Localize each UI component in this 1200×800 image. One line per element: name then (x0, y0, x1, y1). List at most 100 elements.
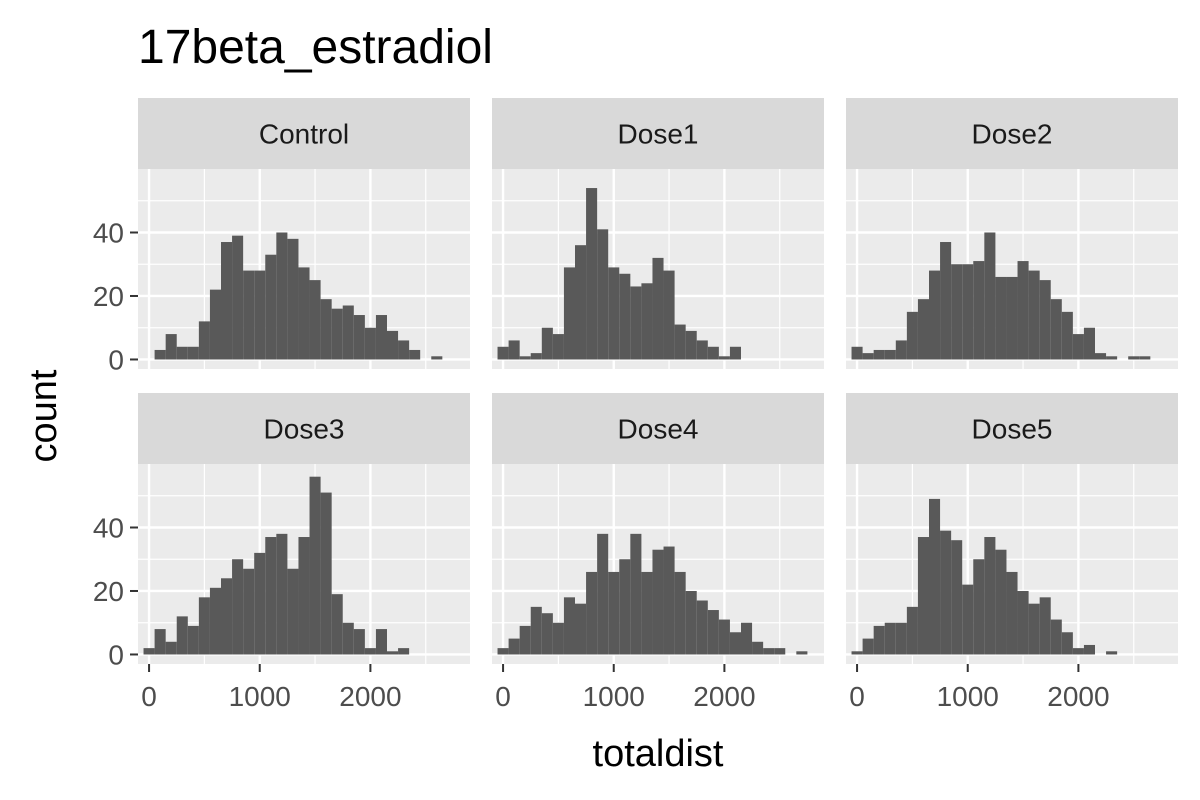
histogram-bar-dose4-1300 (641, 571, 653, 655)
histogram-bar-dose4-2500 (774, 648, 786, 655)
x-tick-label: 1000 (229, 681, 291, 712)
histogram-bar-dose2-2200 (1095, 353, 1107, 360)
histogram-bar-dose2-800 (940, 242, 952, 360)
histogram-bar-dose3-200 (165, 641, 177, 655)
histogram-bar-dose3-800 (232, 559, 244, 655)
histogram-bar-dose4-0 (497, 648, 509, 655)
histogram-bar-dose4-2300 (752, 641, 764, 655)
histogram-bar-dose5-1400 (1006, 571, 1018, 655)
histogram-bar-dose4-1400 (652, 549, 664, 655)
histogram-bar-dose2-2100 (1083, 327, 1095, 360)
facet-panels: Control 0 20 40 Dose1 Dose2 Dose3 0 20 40 0 1000 200… (93, 98, 1178, 712)
histogram-bar-dose3-2200 (387, 651, 399, 655)
histogram-bar-dose5-600 (917, 537, 929, 655)
histogram-bar-dose3-1900 (353, 629, 365, 655)
histogram-bar-control-700 (221, 242, 233, 360)
histogram-bar-dose3-1400 (298, 537, 310, 655)
histogram-bar-dose1-700 (575, 245, 587, 360)
histogram-bar-control-1600 (320, 299, 332, 360)
histogram-bar-control-2200 (387, 330, 399, 360)
histogram-bar-dose3-0 (143, 648, 155, 655)
histogram-bar-dose1-1000 (608, 267, 620, 360)
facet-strip (492, 98, 824, 169)
y-tick-label: 0 (108, 344, 124, 375)
histogram-bar-dose1-1700 (685, 330, 697, 360)
facet-strip-label: Control (259, 119, 349, 150)
histogram-bar-dose2-2000 (1072, 334, 1084, 360)
histogram-bar-dose2-400 (895, 340, 907, 360)
histogram-bar-dose5-200 (873, 625, 885, 655)
histogram-bar-dose2-2500 (1128, 356, 1140, 360)
histogram-bar-dose4-2700 (796, 651, 808, 655)
histogram-bar-dose3-1100 (265, 537, 277, 655)
x-axis-title: totaldist (593, 733, 724, 775)
histogram-bar-dose2-300 (884, 349, 896, 360)
histogram-bar-dose4-1500 (663, 546, 675, 655)
facet-strip (846, 98, 1178, 169)
histogram-bar-dose5-1600 (1028, 603, 1040, 655)
histogram-bar-dose1-800 (586, 188, 598, 360)
histogram-bar-control-1000 (254, 270, 266, 360)
histogram-bar-control-300 (176, 346, 188, 360)
histogram-bar-dose2-100 (862, 353, 874, 360)
histogram-bar-control-2400 (409, 349, 421, 360)
chart-title: 17beta_estradiol (138, 21, 493, 74)
histogram-bar-dose5-2100 (1083, 644, 1095, 655)
histogram-bar-dose3-1700 (331, 594, 343, 655)
histogram-bar-dose3-900 (243, 568, 255, 655)
x-tick-label: 0 (849, 681, 865, 712)
histogram-bar-control-100 (154, 349, 166, 360)
histogram-bar-dose4-700 (575, 603, 587, 655)
histogram-bar-dose4-400 (541, 613, 553, 655)
histogram-bar-dose4-500 (552, 622, 564, 655)
histogram-bar-dose1-1200 (630, 286, 642, 360)
histogram-bar-dose4-2400 (763, 648, 775, 655)
histogram-bar-dose4-1200 (630, 533, 642, 655)
histogram-bar-control-2100 (375, 315, 387, 360)
histogram-bar-dose3-1500 (309, 476, 321, 655)
histogram-bar-dose5-0 (851, 651, 863, 655)
histogram-bar-control-400 (187, 346, 199, 360)
histogram-bar-dose2-1600 (1028, 270, 1040, 360)
facet-strip (492, 393, 824, 464)
histogram-bar-control-1500 (309, 280, 321, 360)
histogram-bar-dose3-400 (187, 625, 199, 655)
histogram-bar-control-1100 (265, 254, 277, 360)
y-tick-label: 0 (108, 639, 124, 670)
histogram-bar-dose1-0 (497, 346, 509, 360)
histogram-bar-dose4-100 (508, 638, 520, 655)
histogram-bar-dose3-1200 (276, 533, 288, 655)
histogram-bar-control-1800 (342, 305, 354, 360)
facet-strip-label: Dose5 (972, 414, 1053, 445)
histogram-bar-dose3-700 (221, 578, 233, 655)
histogram-bar-dose1-200 (519, 356, 531, 360)
histogram-bar-dose1-2000 (718, 356, 730, 360)
histogram-bar-dose4-1600 (674, 571, 686, 655)
histogram-bar-dose2-0 (851, 346, 863, 360)
x-tick-label: 1000 (937, 681, 999, 712)
histogram-bar-control-1900 (353, 315, 365, 360)
x-tick-label: 2000 (1047, 681, 1109, 712)
facet-strip-label: Dose1 (618, 119, 699, 150)
histogram-bar-dose4-2000 (718, 619, 730, 655)
histogram-bar-dose2-1400 (1006, 276, 1018, 360)
histogram-bar-control-600 (209, 289, 221, 360)
histogram-bar-dose4-900 (597, 533, 609, 655)
facet-strip-label: Dose4 (618, 414, 699, 445)
x-tick-label: 1000 (583, 681, 645, 712)
histogram-bar-dose1-500 (552, 334, 564, 360)
histogram-bar-control-1400 (298, 267, 310, 360)
histogram-bar-dose3-100 (154, 629, 166, 655)
histogram-bar-dose1-400 (541, 327, 553, 360)
facet-strip-label: Dose2 (972, 119, 1053, 150)
facet-panel-control: Control 0 20 40 (93, 98, 470, 375)
histogram-bar-dose5-700 (929, 498, 941, 655)
histogram-bar-dose2-1700 (1039, 280, 1051, 360)
histogram-bar-dose2-2600 (1139, 356, 1151, 360)
facet-strip-label: Dose3 (264, 414, 345, 445)
histogram-bar-dose3-2000 (364, 648, 376, 655)
histogram-bar-dose3-2300 (398, 648, 410, 655)
histogram-bar-dose4-2200 (741, 622, 753, 655)
histogram-bar-dose3-1000 (254, 552, 266, 655)
histogram-bar-control-1200 (276, 232, 288, 360)
